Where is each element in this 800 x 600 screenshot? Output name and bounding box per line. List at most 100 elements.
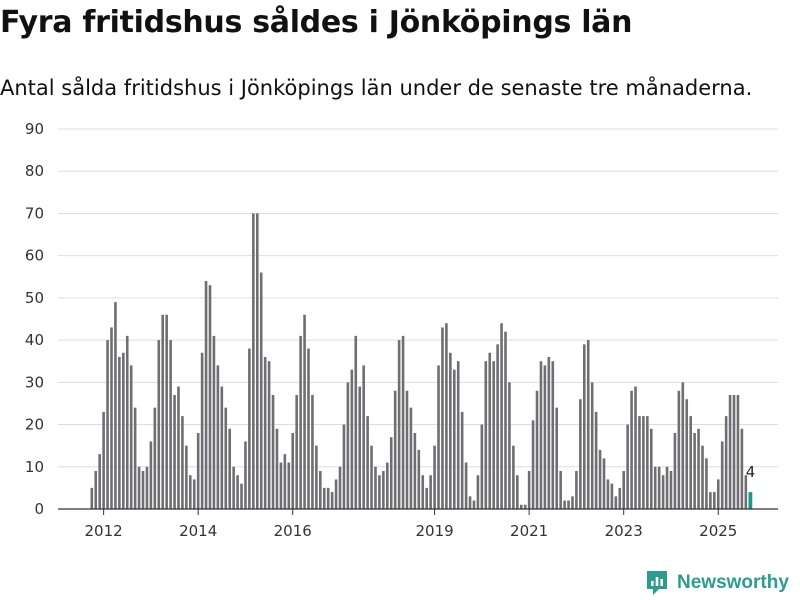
bar	[311, 395, 314, 509]
bar	[523, 504, 527, 509]
bar	[382, 471, 385, 509]
bar	[646, 416, 649, 509]
bar	[634, 386, 637, 509]
bar	[228, 428, 231, 509]
bar	[445, 323, 448, 509]
bar	[736, 395, 740, 509]
bar	[512, 445, 515, 509]
y-tick-label: 60	[25, 247, 44, 265]
x-tick-label: 2023	[605, 522, 643, 540]
bar	[208, 285, 212, 509]
bar	[153, 407, 157, 509]
bar	[433, 445, 436, 509]
bar	[456, 361, 460, 509]
bar	[177, 386, 180, 509]
bar	[307, 348, 310, 509]
y-tick-label: 30	[25, 373, 44, 391]
bar	[354, 335, 358, 509]
bar	[189, 475, 192, 509]
bar	[697, 428, 700, 509]
x-tick-label: 2014	[179, 522, 217, 540]
bar	[563, 500, 566, 509]
bar	[417, 449, 421, 509]
bar	[421, 475, 425, 509]
bar	[602, 458, 606, 509]
bar	[519, 504, 523, 509]
bar	[713, 492, 716, 509]
page-title: Fyra fritidshus såldes i Jönköpings län	[0, 5, 633, 40]
bar	[449, 352, 452, 509]
bar	[212, 335, 216, 509]
bar	[271, 395, 275, 509]
bar	[539, 361, 543, 509]
y-tick-label: 20	[25, 416, 44, 434]
bar	[334, 479, 338, 509]
y-tick-label: 40	[25, 331, 44, 349]
bar	[106, 340, 109, 509]
bar	[125, 335, 129, 509]
bar	[665, 466, 669, 509]
bar-chart: 0 10 20 30 40 50 60 70 80 90 4 2012 2014 2016 2019 2021…	[25, 120, 778, 540]
brand-logo[interactable]: Newsworthy	[645, 569, 789, 597]
bar	[516, 475, 519, 509]
bar	[319, 471, 322, 509]
bar-highlight	[748, 492, 753, 509]
bar	[299, 335, 302, 509]
bar	[169, 340, 172, 509]
bar	[165, 314, 168, 509]
bar	[133, 407, 137, 509]
bar	[267, 361, 271, 509]
bar	[240, 483, 243, 509]
bar	[630, 390, 633, 509]
bar	[224, 407, 228, 509]
bar	[129, 365, 133, 509]
bar	[488, 352, 492, 509]
bar	[141, 471, 145, 509]
bar	[594, 411, 598, 509]
bar	[350, 369, 354, 509]
bar	[642, 416, 645, 509]
bar	[468, 496, 472, 509]
bar	[551, 361, 555, 509]
y-tick-label: 80	[25, 162, 44, 180]
bar	[291, 433, 295, 509]
bar	[110, 327, 113, 509]
bar	[216, 365, 220, 509]
bar	[185, 445, 188, 509]
y-tick-label: 10	[25, 458, 44, 476]
bar	[287, 462, 291, 509]
bar	[204, 281, 208, 509]
bar	[263, 357, 267, 509]
newsworthy-logo-icon	[647, 571, 667, 595]
bar	[709, 492, 712, 509]
bar	[669, 471, 673, 509]
bar	[322, 487, 326, 509]
x-tick-label: 2016	[274, 522, 312, 540]
bar	[429, 475, 432, 509]
bar	[137, 466, 141, 509]
bar	[732, 395, 736, 509]
bar	[464, 462, 468, 509]
bar	[425, 487, 428, 509]
bar	[724, 416, 728, 509]
bar	[504, 331, 507, 509]
bar	[484, 361, 488, 509]
bar	[98, 454, 101, 509]
bar	[677, 390, 681, 509]
bar	[161, 314, 165, 509]
bar	[220, 386, 224, 509]
bar	[716, 479, 720, 509]
bar	[500, 323, 503, 509]
bar	[145, 466, 149, 509]
x-tick-label: 2025	[699, 522, 737, 540]
bar	[614, 496, 618, 509]
bar	[472, 500, 476, 509]
axis-layer: 0 10 20 30 40 50 60 70 80 90 4 2012 2014 2016 2019 2021…	[25, 120, 778, 540]
bar	[393, 390, 397, 509]
bar	[575, 471, 578, 509]
bar	[480, 424, 484, 509]
bar	[705, 458, 708, 509]
bar	[673, 433, 677, 509]
bar	[173, 395, 176, 509]
last-value-label: 4	[746, 463, 756, 481]
